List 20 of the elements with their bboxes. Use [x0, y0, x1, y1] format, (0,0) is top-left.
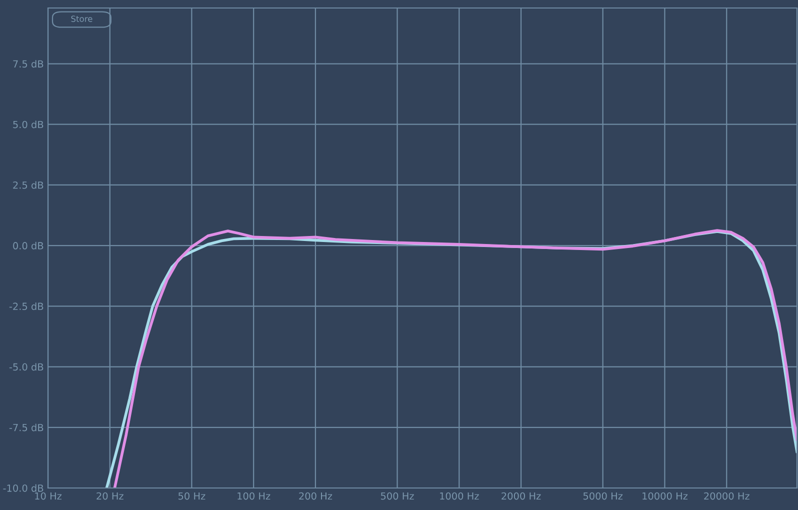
y-tick-label: 7.5 dB [13, 60, 44, 68]
y-tick-label: 2.5 dB [13, 181, 44, 189]
x-tick-label: 1000 Hz [440, 492, 479, 500]
x-tick-label: 2000 Hz [502, 492, 541, 500]
y-tick-label: 5.0 dB [13, 120, 44, 128]
y-tick-label: -2.5 dB [9, 302, 44, 310]
y-tick-label: 0.0 dB [13, 242, 44, 250]
y-tick-label: -10.0 dB [3, 484, 44, 492]
x-tick-label: 20000 Hz [704, 492, 750, 500]
x-tick-label: 20 Hz [96, 492, 124, 500]
x-tick-label: 100 Hz [238, 492, 270, 500]
x-tick-label: 5000 Hz [583, 492, 623, 500]
annotation: Store [71, 16, 92, 22]
y-tick-label: -7.5 dB [9, 424, 44, 432]
x-tick-label: 50 Hz [178, 492, 206, 500]
x-tick-label: 10000 Hz [642, 492, 688, 500]
x-tick-label: 10 Hz [35, 492, 62, 500]
y-tick-label: -5.0 dB [9, 363, 44, 371]
x-tick-label: 500 Hz [380, 492, 414, 500]
x-tick-label: 200 Hz [299, 492, 332, 500]
